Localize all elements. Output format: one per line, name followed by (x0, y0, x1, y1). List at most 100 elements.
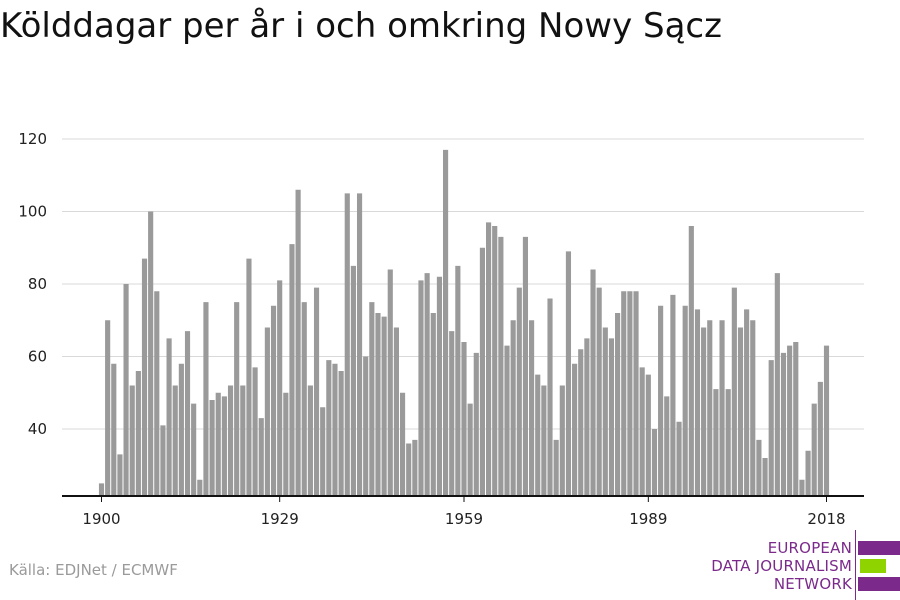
bar-1963 (486, 222, 492, 496)
bar-1914 (184, 331, 191, 496)
bar-1961 (473, 352, 479, 496)
bar-1981 (596, 287, 602, 496)
bar-1986 (627, 291, 633, 496)
y-tick-label: 40 (28, 420, 47, 438)
bar-1906 (135, 371, 141, 496)
bar-1913 (178, 363, 184, 496)
bar-1957 (449, 331, 455, 496)
bar-1949 (399, 392, 406, 496)
bar-1998 (701, 327, 707, 496)
bar-2006 (750, 320, 756, 496)
bar-2012 (787, 345, 793, 496)
bar-1964 (492, 226, 498, 496)
bar-2011 (780, 352, 787, 496)
bar-1979 (584, 338, 590, 496)
logo-bar-bottom (858, 577, 900, 591)
bar-1980 (590, 269, 596, 496)
bar-1943 (363, 356, 369, 496)
bar-1970 (529, 320, 535, 496)
bar-1966 (504, 345, 510, 496)
bar-1934 (307, 385, 313, 496)
bar-2017 (817, 381, 823, 496)
bar-2003 (731, 287, 737, 496)
bar-1935 (313, 287, 320, 496)
bar-1933 (301, 302, 307, 496)
bar-1911 (166, 338, 172, 496)
x-tick-label: 2018 (807, 510, 845, 528)
bar-1967 (510, 320, 516, 496)
bar-1942 (356, 193, 363, 496)
bar-1917 (203, 302, 209, 496)
bar-1948 (393, 327, 399, 496)
bar-1938 (332, 363, 338, 496)
bar-2001 (719, 320, 725, 496)
bar-1901 (105, 320, 111, 496)
y-tick-label: 80 (28, 275, 47, 293)
bar-1953 (424, 273, 430, 496)
bar-1960 (467, 403, 473, 496)
bar-1936 (320, 407, 326, 496)
bar-1951 (412, 439, 418, 496)
bar-2008 (762, 458, 768, 496)
bar-1969 (522, 236, 529, 496)
bar-1985 (621, 291, 627, 496)
source-note: Källa: EDJNet / ECMWF (9, 561, 178, 579)
bar-2018 (823, 345, 830, 496)
bar-2000 (713, 389, 719, 496)
x-tick-label: 1929 (261, 510, 299, 528)
axes: 1900 1929 1959 1989 2018 (62, 495, 864, 528)
bar-1956 (442, 149, 449, 496)
logo-line-1: EUROPEAN (767, 539, 852, 557)
x-tick-label: 1989 (629, 510, 667, 528)
y-tick-label: 120 (18, 130, 47, 148)
bar-1904 (123, 284, 129, 496)
bar-1937 (326, 360, 332, 496)
bar-1965 (498, 236, 504, 496)
bar-1962 (479, 247, 486, 496)
bar-2009 (768, 360, 774, 496)
bar-1920 (221, 396, 227, 496)
bar-1909 (154, 291, 160, 496)
bar-1976 (565, 251, 572, 496)
bar-1945 (375, 313, 381, 496)
bar-1907 (141, 258, 148, 496)
bar-1977 (572, 363, 578, 496)
bar-1950 (406, 443, 412, 496)
bar-1900 (98, 483, 105, 496)
bar-2015 (805, 450, 811, 496)
bar-1941 (350, 265, 356, 496)
bar-2014 (799, 479, 805, 496)
bar-1924 (246, 258, 252, 496)
bar-1997 (694, 309, 701, 496)
bar-1931 (289, 244, 295, 496)
bar-1926 (258, 418, 264, 496)
bar-1912 (172, 385, 178, 496)
bar-1940 (344, 193, 350, 496)
bar-1908 (148, 211, 154, 496)
bar-1959 (461, 342, 467, 496)
bar-1987 (633, 291, 639, 496)
bar-1974 (553, 439, 559, 496)
x-tick-label: 1900 (82, 510, 120, 528)
bar-1919 (215, 392, 221, 496)
edjnet-logo: EUROPEAN DATA JOURNALISM NETWORK (700, 528, 900, 600)
bar-1916 (197, 479, 203, 496)
bar-1954 (430, 313, 436, 496)
bar-1910 (160, 425, 166, 496)
bar-1978 (578, 349, 584, 496)
bar-1984 (615, 313, 621, 496)
bar-1989 (645, 374, 651, 496)
logo-divider (855, 530, 856, 600)
bars (98, 149, 830, 496)
bar-1971 (535, 374, 541, 496)
bar-1996 (688, 226, 694, 496)
bar-1972 (541, 385, 547, 496)
bar-2004 (737, 327, 744, 496)
x-tick-label: 1959 (445, 510, 483, 528)
bar-1929 (277, 280, 283, 496)
bar-1902 (111, 363, 117, 496)
logo-bar-top (858, 541, 900, 555)
bar-1903 (117, 454, 123, 496)
chart-title: Kölddagar per år i och omkring Nowy Sącz (0, 6, 722, 46)
